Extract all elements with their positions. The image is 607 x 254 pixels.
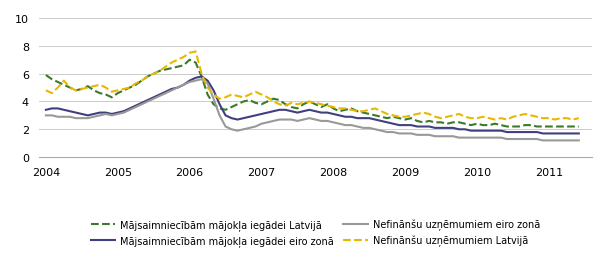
Mājsaimniecībām mājokļa iegādei eiro zonā: [563, 132, 571, 135]
Mājsaimniecībām mājokļa iegādei eiro zonā: [419, 125, 427, 129]
Nefinānšu uzņēmumiem Latvijā: [114, 89, 121, 92]
Nefinānšu uzņēmumiem Latvijā: [192, 51, 199, 54]
Mājsaimniecībām mājokļa iegādei eiro zonā: [114, 112, 121, 115]
Mājsaimniecībām mājokļa iegādei eiro zonā: [539, 132, 546, 135]
Nefinānšu uzņēmumiem Latvijā: [42, 89, 50, 92]
Line: Mājsaimniecībām mājokļa iegādei eiro zonā: Mājsaimniecībām mājokļa iegādei eiro zon…: [46, 77, 579, 134]
Nefinānšu uzņēmumiem Latvijā: [575, 117, 583, 120]
Nefinānšu uzņēmumiem eiro zonā: [114, 113, 121, 116]
Mājsaimniecībām mājokļa iegādei Latvijā: [114, 92, 121, 95]
Mājsaimniecībām mājokļa iegādei eiro zonā: [42, 109, 50, 112]
Nefinānšu uzņēmumiem eiro zonā: [563, 139, 571, 142]
Mājsaimniecībām mājokļa iegādei Latvijā: [210, 103, 217, 106]
Nefinānšu uzņēmumiem eiro zonā: [198, 78, 205, 82]
Line: Nefinānšu uzņēmumiem Latvijā: Nefinānšu uzņēmumiem Latvijā: [46, 52, 579, 120]
Nefinānšu uzņēmumiem eiro zonā: [575, 139, 583, 142]
Mājsaimniecībām mājokļa iegādei Latvijā: [186, 59, 193, 62]
Mājsaimniecībām mājokļa iegādei eiro zonā: [491, 130, 498, 133]
Nefinānšu uzņēmumiem Latvijā: [563, 117, 571, 120]
Mājsaimniecībām mājokļa iegādei Latvijā: [509, 125, 517, 129]
Mājsaimniecībām mājokļa iegādei eiro zonā: [575, 132, 583, 135]
Nefinānšu uzņēmumiem eiro zonā: [210, 98, 217, 101]
Line: Nefinānšu uzņēmumiem eiro zonā: Nefinānšu uzņēmumiem eiro zonā: [46, 80, 579, 141]
Nefinānšu uzņēmumiem Latvijā: [497, 117, 504, 120]
Mājsaimniecībām mājokļa iegādei Latvijā: [491, 123, 498, 126]
Mājsaimniecībām mājokļa iegādei Latvijā: [575, 125, 583, 129]
Mājsaimniecībām mājokļa iegādei eiro zonā: [503, 131, 510, 134]
Mājsaimniecībām mājokļa iegādei eiro zonā: [198, 76, 205, 79]
Mājsaimniecībām mājokļa iegādei Latvijā: [563, 125, 571, 129]
Nefinānšu uzņēmumiem eiro zonā: [491, 137, 498, 140]
Nefinānšu uzņēmumiem Latvijā: [210, 94, 217, 97]
Nefinānšu uzņēmumiem Latvijā: [419, 112, 427, 115]
Nefinānšu uzņēmumiem Latvijā: [491, 119, 498, 122]
Legend: Mājsaimniecībām mājokļa iegādei Latvijā, Mājsaimniecībām mājokļa iegādei eiro zo: Mājsaimniecībām mājokļa iegādei Latvijā,…: [87, 215, 544, 250]
Mājsaimniecībām mājokļa iegādei Latvijā: [503, 125, 510, 129]
Nefinānšu uzņēmumiem eiro zonā: [503, 138, 510, 141]
Mājsaimniecībām mājokļa iegādei Latvijā: [419, 121, 427, 124]
Nefinānšu uzņēmumiem eiro zonā: [419, 134, 427, 137]
Nefinānšu uzņēmumiem eiro zonā: [42, 114, 50, 117]
Line: Mājsaimniecībām mājokļa iegādei Latvijā: Mājsaimniecībām mājokļa iegādei Latvijā: [46, 60, 579, 127]
Nefinānšu uzņēmumiem Latvijā: [509, 116, 517, 119]
Nefinānšu uzņēmumiem eiro zonā: [539, 139, 546, 142]
Mājsaimniecībām mājokļa iegādei Latvijā: [42, 74, 50, 77]
Mājsaimniecībām mājokļa iegādei eiro zonā: [210, 89, 217, 92]
